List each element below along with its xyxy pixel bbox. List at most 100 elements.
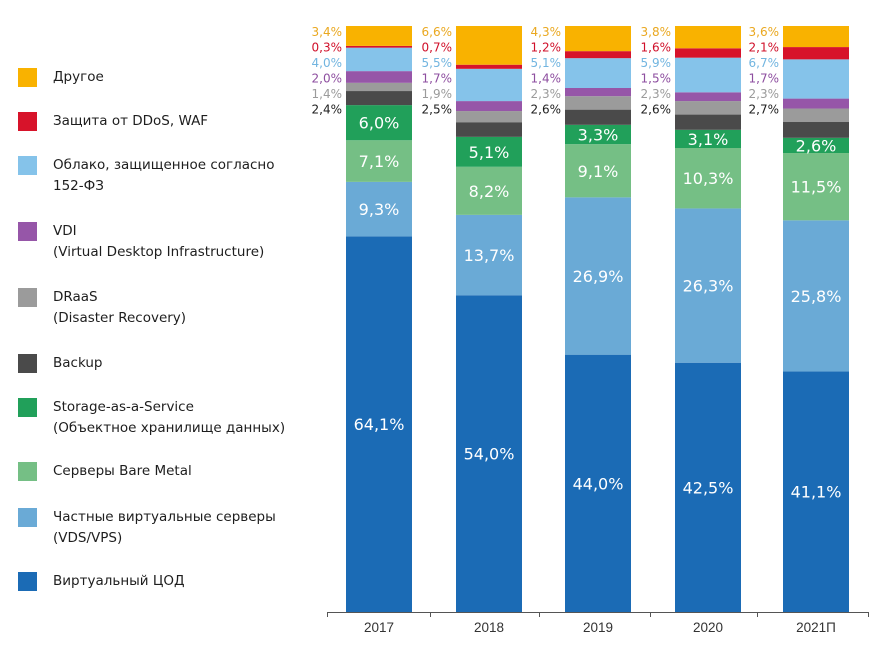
data-label-2018-7: 5,5% — [422, 56, 453, 70]
legend-item-защита-от-ddos-waf: Защита от DDoS, WAF — [18, 112, 208, 132]
x-tick-label-2020: 2020 — [693, 620, 723, 635]
bar-segment-2018-5 — [456, 111, 522, 123]
legend-swatch — [18, 508, 37, 527]
data-label-2017-1: 9,3% — [359, 200, 400, 219]
bar-segment-2020-0 — [675, 362, 741, 612]
bar-segment-2020-6 — [675, 92, 741, 102]
data-label-2019-4: 2,6% — [531, 103, 562, 117]
bar-segment-2019-4 — [565, 109, 631, 125]
bar-segment-2018-8 — [456, 64, 522, 69]
data-label-2021п-2: 11,5% — [791, 178, 842, 197]
data-label-2017-2: 7,1% — [359, 152, 400, 171]
legend-swatch — [18, 288, 37, 307]
bar-segment-2017-2 — [346, 140, 412, 182]
data-label-2018-2: 8,2% — [469, 182, 510, 201]
bar-segment-2021п-6 — [783, 98, 849, 109]
legend-label: Защита от DDoS, WAF — [53, 113, 209, 129]
bar-segment-2021п-1 — [783, 220, 849, 372]
legend-label: Storage-as-a-Service (Объектное хранилищ… — [53, 399, 286, 436]
data-label-2017-5: 1,4% — [312, 87, 343, 101]
bar-segment-2019-6 — [565, 87, 631, 97]
data-label-2020-7: 5,9% — [641, 56, 672, 70]
data-label-2020-0: 42,5% — [683, 478, 734, 497]
bar-segment-2018-0 — [456, 295, 522, 612]
data-label-2018-4: 2,5% — [422, 103, 453, 117]
bar-segment-2018-6 — [456, 101, 522, 112]
data-label-2021п-0: 41,1% — [791, 483, 842, 502]
legend-swatch — [18, 398, 37, 417]
bar-segment-2021п-9 — [783, 26, 849, 48]
legend-item-облако-защищенное-согласно-152-фз: Облако, защищенное согласно 152-ФЗ — [18, 156, 275, 197]
bars-layer — [346, 26, 849, 612]
bar-segment-2017-4 — [346, 91, 412, 106]
data-label-2020-9: 3,8% — [641, 25, 672, 39]
legend-label: Виртуальный ЦОД — [53, 573, 185, 589]
data-label-2019-7: 5,1% — [531, 56, 562, 70]
bar-segment-2017-1 — [346, 181, 412, 237]
legend-item-backup: Backup — [18, 354, 103, 374]
data-label-2018-1: 13,7% — [464, 246, 515, 265]
x-tick-label-2017: 2017 — [364, 620, 394, 635]
bar-segment-2017-0 — [346, 236, 412, 612]
data-label-2018-5: 1,9% — [422, 87, 453, 101]
data-label-2018-8: 0,7% — [422, 41, 453, 55]
data-label-2018-6: 1,7% — [422, 72, 453, 86]
data-label-2019-6: 1,4% — [531, 72, 562, 86]
bar-segment-2020-7 — [675, 57, 741, 93]
data-label-2017-3: 6,0% — [359, 114, 400, 133]
data-label-2017-9: 3,4% — [312, 25, 343, 39]
bar-segment-2019-1 — [565, 197, 631, 355]
legend-swatch — [18, 354, 37, 373]
data-label-2018-9: 6,6% — [422, 25, 453, 39]
legend-label: Backup — [53, 355, 103, 371]
data-label-2019-1: 26,9% — [573, 267, 624, 286]
bar-segment-2017-6 — [346, 71, 412, 83]
x-axis: 2017 2018 2019 2020 2021П — [327, 612, 869, 635]
bar-segment-2021п-5 — [783, 108, 849, 122]
bar-segment-2021п-7 — [783, 59, 849, 99]
data-label-2018-0: 54,0% — [464, 445, 515, 464]
data-label-2021п-1: 25,8% — [791, 287, 842, 306]
data-label-2019-8: 1,2% — [531, 41, 562, 55]
bar-segment-2019-3 — [565, 124, 631, 145]
bar-segment-2021п-8 — [783, 47, 849, 60]
bar-segment-2020-1 — [675, 208, 741, 363]
labels-layer: 64,1%9,3%7,1%6,0%3,4%0,3%4,0%2,0%1,4%2,4… — [312, 25, 842, 502]
data-label-2019-2: 9,1% — [578, 162, 619, 181]
bar-segment-2021п-0 — [783, 371, 849, 612]
bar-segment-2019-9 — [565, 26, 631, 52]
data-label-2017-6: 2,0% — [312, 72, 343, 86]
bar-segment-2017-5 — [346, 82, 412, 92]
x-tick-label-2018: 2018 — [474, 620, 504, 635]
data-label-2021п-3: 2,6% — [796, 136, 837, 155]
data-label-2021п-5: 2,3% — [749, 87, 780, 101]
data-label-2018-3: 5,1% — [469, 143, 510, 162]
bar-segment-2017-3 — [346, 105, 412, 141]
data-label-2020-8: 1,6% — [641, 41, 672, 55]
bar-segment-2020-2 — [675, 148, 741, 209]
bar-segment-2021п-2 — [783, 153, 849, 221]
legend-swatch — [18, 222, 37, 241]
bar-segment-2021п-4 — [783, 122, 849, 138]
legend-swatch — [18, 572, 37, 591]
legend-item-vdi-virtual-desktop-infrastructure: VDI (Virtual Desktop Infrastructure) — [18, 222, 264, 263]
legend-item-storage-as-a-service-объектное-хранилище-данных: Storage-as-a-Service (Объектное хранилищ… — [18, 398, 285, 439]
bar-segment-2017-7 — [346, 47, 412, 72]
data-label-2021п-8: 2,1% — [749, 41, 780, 55]
bar-segment-2018-1 — [456, 214, 522, 296]
legend-swatch — [18, 112, 37, 131]
legend-label: VDI (Virtual Desktop Infrastructure) — [53, 223, 265, 260]
bar-segment-2017-8 — [346, 45, 412, 48]
legend-swatch — [18, 68, 37, 87]
legend-item-виртуальный-цод: Виртуальный ЦОД — [18, 572, 185, 592]
legend-item-частные-виртуальные-серверы-vds-vps: Частные виртуальные серверы (VDS/VPS) — [18, 508, 276, 549]
bar-segment-2020-5 — [675, 101, 741, 115]
data-label-2021п-6: 1,7% — [749, 72, 780, 86]
data-label-2021п-4: 2,7% — [749, 103, 780, 117]
bar-segment-2018-4 — [456, 122, 522, 137]
bar-segment-2019-7 — [565, 58, 631, 88]
legend-label: Серверы Bare Metal — [53, 463, 192, 479]
data-label-2019-5: 2,3% — [531, 87, 562, 101]
bar-segment-2019-0 — [565, 354, 631, 612]
